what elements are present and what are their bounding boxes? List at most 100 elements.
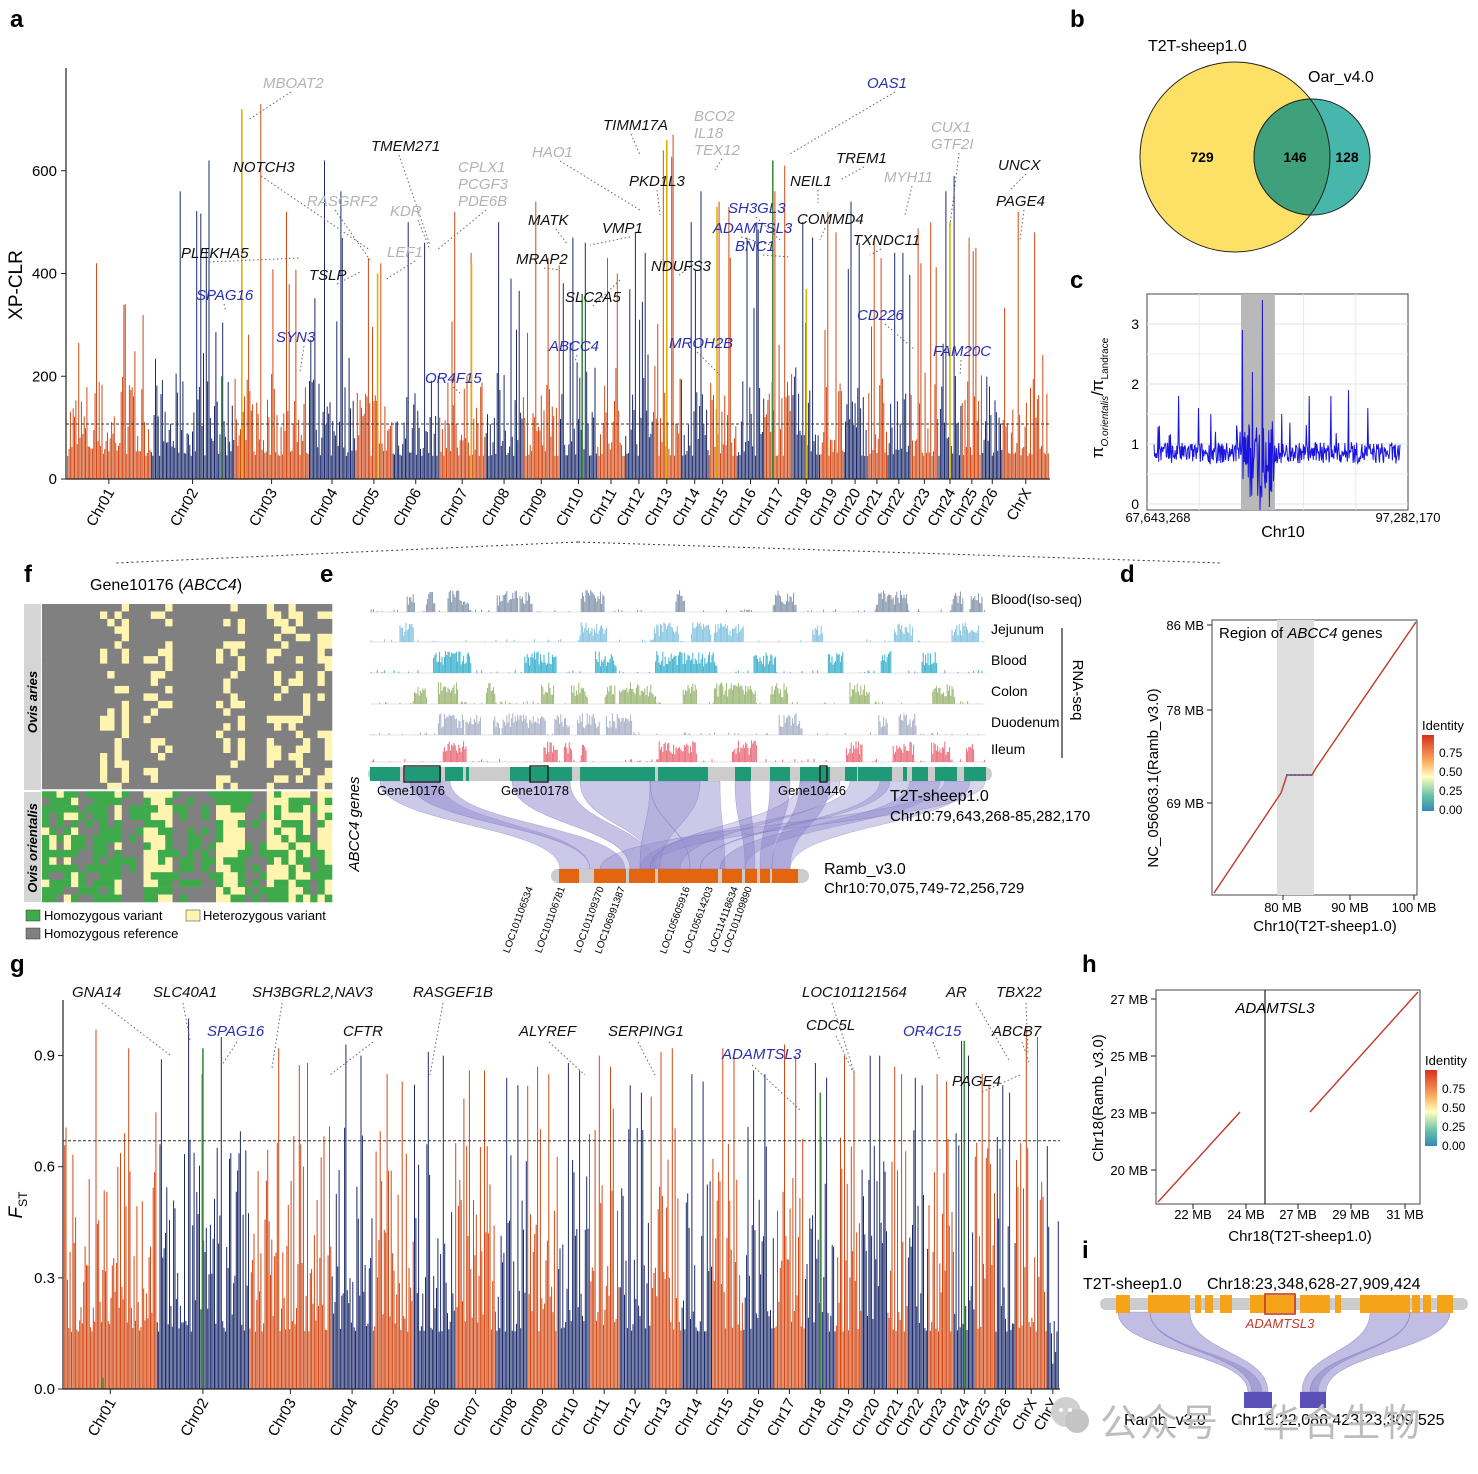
f-heatmap-cell (172, 760, 181, 769)
g-gene-leader (1021, 1041, 1031, 1066)
e-bottom-assembly: Ramb_v3.0 (824, 861, 906, 878)
f-heatmap-cell (216, 894, 224, 903)
f-heatmap-cell (281, 753, 289, 761)
f-heatmap-cell (42, 671, 50, 679)
f-heatmap-cell (92, 775, 101, 784)
f-heatmap-cell (216, 820, 224, 828)
f-heatmap-cell (245, 827, 253, 836)
f-heatmap-cell (295, 879, 304, 888)
e-bottom-gene-block (658, 869, 718, 883)
f-heatmap-cell (274, 797, 282, 806)
f-heatmap-cell (49, 849, 57, 858)
a-gene-leader (247, 91, 292, 121)
f-heatmap-cell (136, 685, 144, 694)
g-gene-label: ALYREF (518, 1023, 577, 1040)
a-gene-label: KDR (390, 203, 422, 220)
f-heatmap-cell (310, 633, 318, 642)
f-heatmap-cell (63, 648, 72, 657)
d-x-axis-label: Chr10(T2T-sheep1.0) (1253, 918, 1396, 935)
f-heatmap-cell (121, 708, 130, 717)
a-gene-leader (223, 303, 227, 313)
f-heatmap-cell (223, 656, 231, 664)
a-gene-label-line: OAS1 (867, 75, 907, 92)
f-heatmap-cell (158, 641, 166, 649)
f-heatmap-cell (310, 872, 318, 880)
f-heatmap-cell (71, 827, 79, 836)
e-bottom-gene-track (551, 869, 809, 883)
f-heatmap-cell (237, 708, 246, 717)
f-heatmap-cell (114, 700, 123, 709)
f-heatmap-cell (114, 745, 123, 754)
f-heatmap-cell (194, 738, 202, 746)
f-heatmap-cell (245, 812, 253, 821)
f-heatmap-cell (208, 626, 217, 635)
f-heatmap-cell (201, 671, 210, 679)
i-top-gene-block (1300, 1295, 1330, 1313)
i-top-gene-block (1423, 1295, 1431, 1313)
f-heatmap-cell (201, 775, 210, 784)
f-heatmap-cell (317, 872, 326, 880)
f-heatmap-cell (288, 708, 297, 717)
f-heatmap-cell (216, 723, 224, 731)
f-heatmap-cell (237, 693, 246, 702)
f-heatmap-cell (324, 790, 333, 798)
f-heatmap-cell (85, 738, 94, 746)
f-heatmap-cell (208, 872, 217, 880)
f-heatmap-cell (266, 604, 275, 612)
f-heatmap-cell (281, 827, 289, 836)
f-heatmap-cell (150, 626, 159, 635)
f-heatmap-cell (107, 887, 115, 895)
f-heatmap-cell (150, 604, 159, 612)
identity-legend-tick: 0.75 (1439, 746, 1463, 760)
f-heatmap-cell (85, 641, 94, 649)
f-heatmap-cell (288, 805, 297, 813)
f-heatmap-cell (71, 894, 79, 903)
f-heatmap-cell (49, 685, 57, 694)
f-heatmap-cell (158, 857, 166, 866)
f-heatmap-cell (100, 633, 108, 642)
f-heatmap-cell (324, 812, 333, 821)
f-heatmap-cell (143, 782, 152, 791)
f-heatmap-cell (281, 693, 289, 702)
f-heatmap-cell (288, 812, 297, 821)
f-heatmap-cell (223, 611, 231, 620)
f-heatmap-cell (245, 842, 253, 851)
f-heatmap-cell (172, 611, 181, 620)
f-heatmap-cell (295, 842, 304, 851)
f-legend-hetvar: Heterozygous variant (203, 908, 326, 923)
f-heatmap-cell (143, 894, 152, 903)
identity-legend-tick: 0.75 (1442, 1082, 1466, 1096)
f-heatmap-cell (259, 894, 268, 903)
f-heatmap-cell (230, 782, 239, 791)
f-heatmap-cell (143, 700, 152, 709)
g-x-tick-label: Chr12 (609, 1396, 644, 1440)
f-heatmap-cell (208, 760, 217, 769)
f-heatmap-cell (56, 604, 65, 612)
f-heatmap-cell (179, 730, 188, 739)
f-heatmap-cell (85, 782, 94, 791)
e-track-label: Ileum (991, 741, 1025, 757)
f-heatmap-cell (266, 753, 275, 761)
f-heatmap-cell (216, 656, 224, 664)
f-heatmap-cell (216, 753, 224, 761)
f-heatmap-cell (201, 842, 210, 851)
c-y-tick-label: 0 (1131, 496, 1139, 512)
f-heatmap-cell (310, 812, 318, 821)
f-heatmap-cell (252, 842, 260, 851)
f-heatmap-cell (303, 611, 311, 620)
f-heatmap-cell (237, 633, 246, 642)
f-heatmap-cell (71, 656, 79, 664)
f-heatmap-cell (150, 760, 159, 769)
f-heatmap-cell (172, 775, 181, 784)
f-heatmap-cell (63, 797, 72, 806)
f-heatmap-cell (324, 842, 333, 851)
f-heatmap-cell (100, 827, 108, 836)
f-heatmap-cell (288, 685, 297, 694)
panel-letter-c: c (1070, 267, 1083, 294)
f-heatmap-cell (49, 857, 57, 866)
f-heatmap-cell (288, 760, 297, 769)
f-heatmap-cell (295, 611, 304, 620)
f-heatmap-cell (201, 849, 210, 858)
f-heatmap-cell (288, 753, 297, 761)
e-top-gene-block (903, 767, 907, 781)
